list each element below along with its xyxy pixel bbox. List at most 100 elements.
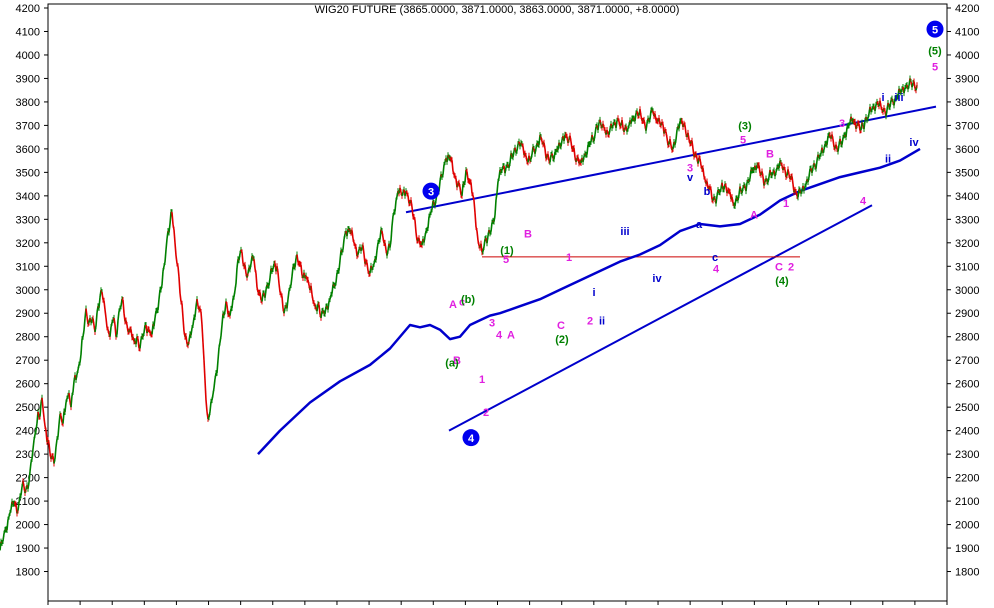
y-tick-label-left: 2600 [16,379,40,391]
y-tick-label-left: 3300 [16,214,40,226]
wave-label: 5 [503,254,509,266]
wave-label: c [459,297,465,309]
wave-label: ii [885,153,891,165]
wave-label: i [592,287,595,299]
y-tick-label-right: 3900 [955,73,979,85]
wave-label: A [507,329,515,341]
wave-label: 4 [860,196,867,208]
y-tick-label-right: 4100 [955,26,979,38]
overlay-lines [257,105,937,455]
major-wave-circle [926,20,944,38]
y-tick-label-left: 2500 [16,402,40,414]
y-tick-label-right: 3200 [955,238,979,250]
wave-label: B [766,149,774,161]
y-tick-label-right: 3100 [955,261,979,273]
y-tick-label-left: 2300 [16,449,40,461]
wave-labels: 345(5)5A c(b)B(a)34 A12(1)5B1C(2)2iiiiiiiv… [422,20,944,447]
wave-label: iii [894,92,903,104]
y-tick-label-right: 3500 [955,167,979,179]
wave-label: iii [620,226,629,238]
y-tick-label-left: 4100 [16,26,40,38]
y-tick-label-left: 3200 [16,238,40,250]
moving-average-line [257,147,921,455]
wave-label: (2) [555,334,569,346]
y-tick-label-left: 3900 [16,73,40,85]
wave-label: b [704,186,711,198]
major-wave-circle [462,429,480,447]
wave-label: (3) [738,120,752,132]
wave-label: C [557,320,565,332]
y-tick-label-right: 3400 [955,191,979,203]
wave-label: 2 [587,315,593,327]
wave-label: C [775,261,783,273]
price-segment [540,75,918,209]
price-segment [0,209,335,551]
wave-label: iv [909,137,919,149]
y-tick-label-left: 1900 [16,543,40,555]
y-tick-label-right: 2500 [955,402,979,414]
y-tick-label-left: 3500 [16,167,40,179]
y-tick-label-right: 1800 [955,567,979,579]
y-tick-label-left: 2900 [16,308,40,320]
y-tick-label-left: 2100 [16,496,40,508]
wave-label: 1 [783,198,789,210]
y-tick-label-right: 2900 [955,308,979,320]
major-wave-marker: 4 [462,429,480,447]
price-bar [204,380,207,401]
wave-label: a [696,219,703,231]
wave-label: 1 [479,374,485,386]
price-bar [203,360,206,381]
wave-label: 2 [788,261,794,273]
axes: 1800 1800 1900 1900 2000 2000 2100 2100 2200 2200… [16,3,979,605]
major-wave-marker: 3 [422,182,440,200]
y-tick-label-left: 2700 [16,355,40,367]
wave-label: B [524,228,532,240]
y-tick-label-right: 2200 [955,473,979,485]
y-tick-label-left: 3400 [16,191,40,203]
y-tick-label-right: 4200 [955,3,979,15]
y-tick-label-left: 3700 [16,120,40,132]
price-series [0,75,918,551]
wave-label: A [750,210,758,222]
y-tick-label-left: 4000 [16,50,40,62]
wave-label: (5) [928,45,942,57]
y-tick-label-right: 4000 [955,50,979,62]
chart-title: WIG20 FUTURE (3865.0000, 3871.0000, 3863… [315,4,680,16]
y-tick-label-left: 1800 [16,567,40,579]
y-tick-label-left: 2000 [16,520,40,532]
wave-label: 5 [932,62,938,74]
y-tick-label-left: 3100 [16,261,40,273]
y-tick-label-right: 2800 [955,332,979,344]
y-tick-label-right: 3000 [955,285,979,297]
wave-label: 5 [740,134,746,146]
y-tick-label-right: 2100 [955,496,979,508]
trend-line [448,204,873,432]
wave-label: (4) [775,275,789,287]
wave-label: ii [599,315,605,327]
major-wave-label: 4 [468,433,475,445]
major-wave-circle [422,182,440,200]
wave-label: A [449,299,457,311]
wave-label: c [712,252,718,264]
major-wave-label: 3 [428,187,434,199]
wave-label: 3 [687,163,693,175]
y-tick-label-right: 2300 [955,449,979,461]
y-tick-label-right: 2400 [955,426,979,438]
wave-label: 1 [566,252,572,264]
wave-label: 4 [496,329,503,341]
plot-frame [47,3,948,602]
wave-label: 2 [483,407,489,419]
wave-label: (1) [500,245,514,257]
wave-label: B [453,355,461,367]
y-tick-label-left: 2400 [16,426,40,438]
wave-label: 3 [839,118,845,130]
y-tick-label-right: 3700 [955,120,979,132]
major-wave-label: 5 [932,25,938,37]
y-tick-label-left: 3000 [16,285,40,297]
y-tick-label-left: 3600 [16,144,40,156]
y-tick-label-left: 3800 [16,97,40,109]
wave-label: i [881,92,884,104]
y-tick-label-right: 3600 [955,144,979,156]
